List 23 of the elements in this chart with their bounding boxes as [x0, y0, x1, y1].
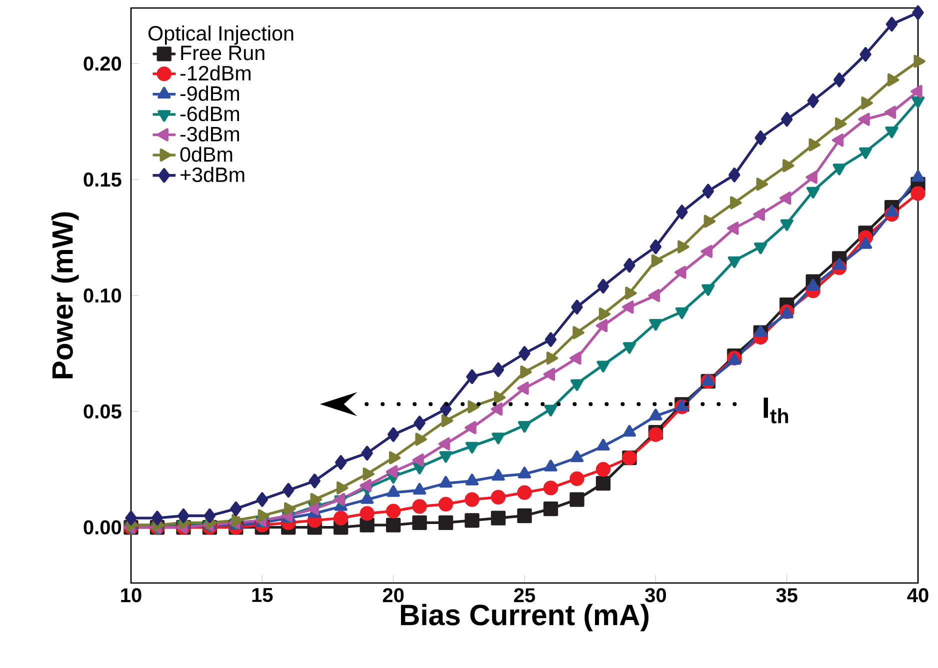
legend-label: -12dBm: [180, 65, 250, 81]
legend-label: -9dBm: [180, 86, 240, 101]
x-tick-label: 35: [776, 588, 798, 602]
y-axis-title: Power (mW): [51, 212, 79, 378]
x-tick-label: 40: [907, 588, 928, 602]
legend-label: 0dBm: [180, 146, 232, 162]
y-tick-label: 0.05: [84, 404, 122, 418]
x-tick-label: 20: [382, 588, 404, 602]
legend-label: -3dBm: [180, 126, 240, 142]
annotation: I$_{th}$: [764, 398, 788, 424]
x-tick-label: 15: [252, 588, 273, 602]
legend-label: Free Run: [181, 46, 264, 60]
legend-label: +3dBm: [180, 166, 244, 182]
x-tick-label: 25: [514, 588, 536, 602]
legend-title: Optical Injection: [148, 26, 294, 45]
x-tick-label: 30: [645, 588, 666, 602]
x-axis-title: Bias Current (mA): [400, 604, 648, 632]
legend-label: -6dBm: [180, 106, 240, 122]
x-tick-label: 10: [121, 588, 142, 602]
y-tick-label: 0.10: [84, 288, 122, 303]
y-tick-label: 0.00: [84, 520, 122, 534]
y-tick-label: 0.15: [84, 172, 122, 187]
y-tick-label: 0.20: [84, 56, 122, 71]
